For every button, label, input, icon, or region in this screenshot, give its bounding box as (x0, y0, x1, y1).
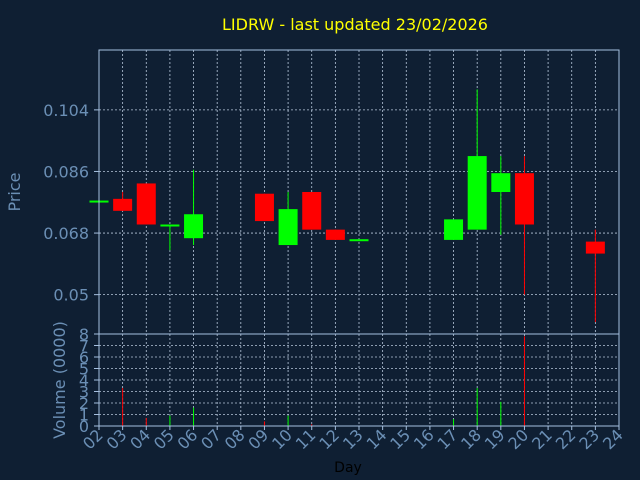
volume-layer (122, 336, 525, 426)
candle-body (302, 192, 322, 230)
volume-tick-label: 7 (79, 337, 89, 356)
price-tick-label: 0.104 (43, 101, 89, 120)
price-tick-label: 0.086 (43, 162, 89, 181)
volume-tick-label: 4 (79, 371, 89, 390)
candle-body (444, 219, 464, 240)
volume-tick-label: 2 (79, 394, 89, 413)
candle-body (160, 224, 180, 227)
volume-tick-label: 8 (79, 325, 89, 344)
price-tick-label: 0.068 (43, 224, 89, 243)
candle-body (491, 173, 511, 192)
candle-body (278, 209, 298, 246)
candle-body (136, 183, 156, 225)
candle-body (467, 156, 487, 230)
x-axis-label: Day (334, 460, 362, 476)
price-axis-label: Price (5, 172, 24, 211)
volume-axis-label: Volume (0000) (50, 321, 69, 439)
volume-tick-label: 5 (79, 360, 89, 379)
chart-title: LIDRW - last updated 23/02/2026 (222, 15, 488, 34)
candle-body (184, 214, 204, 239)
volume-tick-label: 0 (79, 417, 89, 436)
candle-body (585, 241, 605, 254)
candle-body (254, 193, 274, 222)
volume-tick-label: 1 (79, 406, 89, 425)
candle-body (113, 198, 133, 211)
candle-body (514, 173, 534, 225)
volume-tick-label: 6 (79, 348, 89, 367)
volume-tick-label: 3 (79, 383, 89, 402)
candle-body (325, 229, 345, 240)
price-tick-label: 0.05 (53, 286, 89, 305)
candle-body (349, 239, 369, 242)
